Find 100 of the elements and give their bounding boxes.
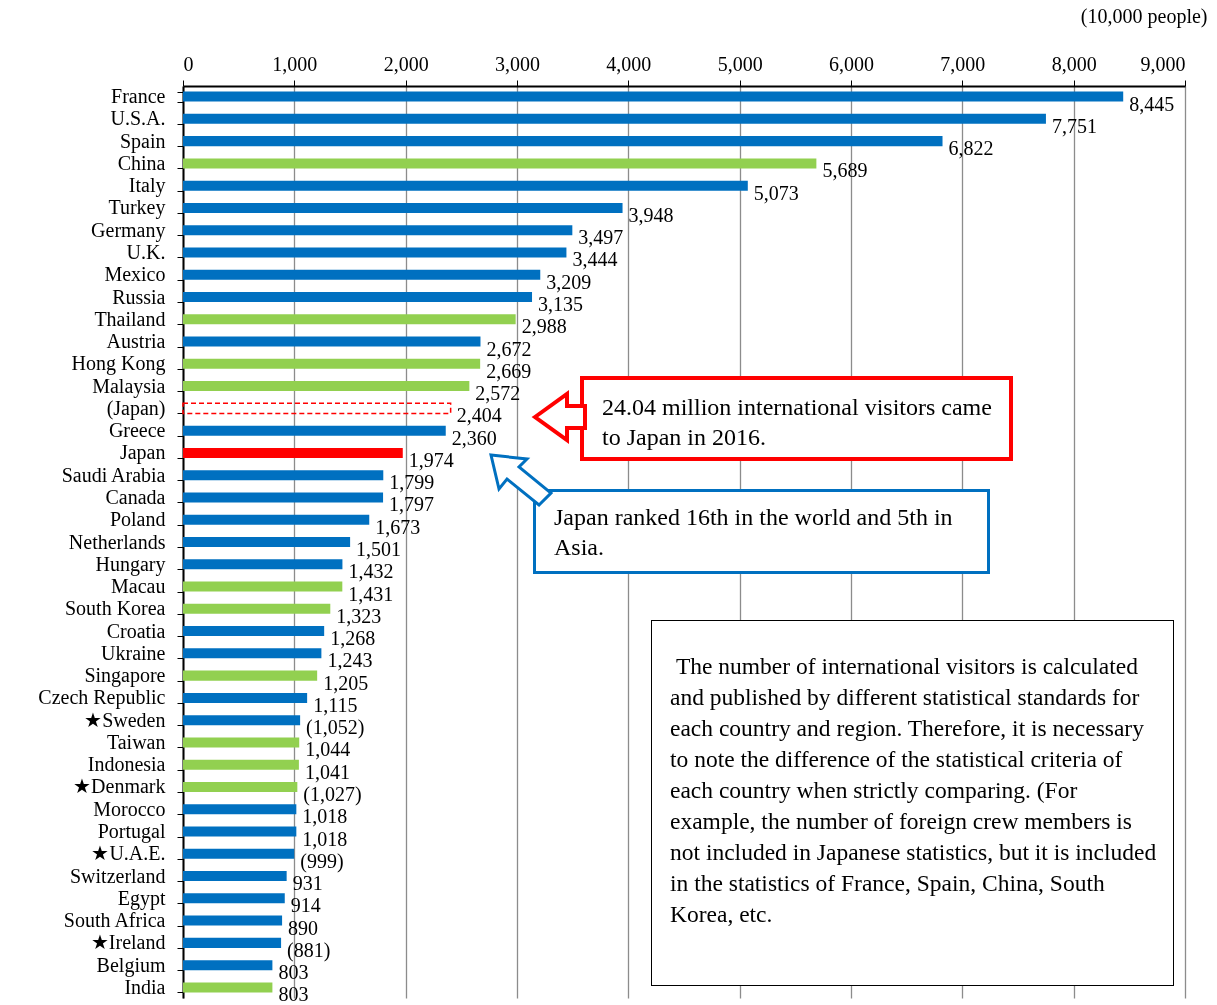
y-tick-label: Russia [112, 285, 166, 308]
bar [183, 893, 285, 904]
data-label: 803 [278, 983, 309, 1005]
y-tick-label: Morocco [93, 797, 166, 820]
data-label: 2,572 [475, 382, 521, 405]
data-label: 1,115 [313, 693, 358, 716]
data-label: 1,268 [330, 627, 376, 650]
bar [183, 91, 1124, 102]
y-tick-label: Netherlands [68, 530, 166, 553]
bar [183, 781, 298, 792]
data-label: 1,673 [375, 515, 421, 538]
bar [183, 804, 297, 815]
y-tick-label: Taiwan [106, 730, 166, 753]
data-label: 1,323 [336, 604, 382, 627]
y-tick-label: ★Ireland [90, 931, 166, 954]
y-tick-label: Singapore [84, 664, 166, 688]
data-label: 1,799 [389, 471, 435, 494]
bar [183, 247, 567, 258]
bar [183, 670, 318, 681]
bar [183, 536, 351, 548]
bar [183, 425, 446, 436]
bar [183, 492, 384, 503]
x-tick-label: 7,000 [940, 52, 986, 75]
bar [183, 514, 370, 525]
y-tick-label: Croatia [106, 619, 166, 642]
x-tick-label: 0 [183, 52, 194, 75]
bar [183, 960, 273, 971]
data-label: (999) [300, 849, 344, 873]
bar [183, 603, 331, 614]
y-tick-label: U.S.A. [110, 107, 166, 130]
y-tick-label: Czech Republic [38, 686, 166, 710]
y-tick-label: Poland [109, 508, 166, 531]
y-tick-label: France [111, 85, 166, 108]
bar [183, 626, 325, 637]
bar [183, 336, 481, 347]
data-label: 914 [290, 894, 321, 917]
callout-box: 24.04 million international visitors came to Japan in 2016. [580, 376, 1013, 461]
bar [183, 113, 1046, 124]
y-tick-label: Ukraine [101, 641, 166, 664]
data-label: (1,027) [303, 782, 362, 806]
x-tick-label: 6,000 [829, 52, 874, 75]
data-label: 8,445 [1129, 92, 1175, 115]
y-tick-label: ★Denmark [73, 775, 166, 798]
bar [183, 871, 287, 882]
bar [183, 848, 295, 859]
x-axis-title: (10,000 people) [1080, 4, 1208, 28]
data-label: 1,018 [302, 805, 348, 828]
data-label: 1,243 [327, 649, 373, 672]
data-label: 803 [278, 961, 309, 984]
note-box: The number of international visitors is calculated and published by different statistical standards for each country and region. Therefore, it is necessary to note the difference of the statistical criteria of each country when strictly comparing. (For example, the number of foreign crew members is not included in Japanese statistics, but it is included in the statistics of France, Spain, China, South Korea, etc. [651, 620, 1174, 986]
y-tick-label: Portugal [97, 820, 166, 844]
data-label: 931 [292, 872, 323, 895]
data-label: 1,018 [302, 827, 348, 850]
data-label: 7,751 [1051, 114, 1097, 137]
bar [183, 314, 516, 325]
bar [183, 358, 481, 369]
bar [183, 136, 943, 147]
data-label: 5,073 [753, 181, 799, 204]
data-label: 2,404 [456, 404, 502, 427]
bar [183, 937, 282, 948]
data-label: 1,431 [348, 582, 394, 605]
bar [183, 381, 470, 392]
bar [183, 559, 343, 570]
x-tick-label: 2,000 [383, 52, 429, 75]
data-label: 3,444 [572, 248, 618, 271]
y-tick-label: ★U.A.E. [91, 842, 166, 865]
data-label: 1,974 [408, 448, 454, 471]
y-tick-label: Mexico [104, 263, 166, 286]
x-tick-label: 4,000 [606, 52, 652, 75]
y-tick-label: Germany [91, 218, 166, 242]
y-tick-label: Turkey [108, 196, 166, 220]
bar [183, 692, 308, 703]
y-tick-label: Austria [106, 330, 166, 353]
x-tick-label: 9,000 [1140, 52, 1186, 75]
y-tick-label: Indonesia [87, 753, 166, 776]
y-tick-label: Thailand [94, 307, 166, 330]
x-tick-label: 1,000 [272, 52, 318, 75]
data-label: 1,797 [389, 493, 435, 516]
bar [183, 737, 300, 748]
y-tick-label: Saudi Arabia [61, 463, 166, 486]
y-tick-label: Switzerland [69, 864, 166, 887]
data-label: 2,672 [486, 337, 532, 360]
y-tick-label: South Korea [64, 597, 166, 620]
bar [183, 581, 343, 592]
x-tick-label: 5,000 [717, 52, 763, 75]
y-tick-label: ★Sweden [84, 708, 166, 731]
data-label: 2,669 [486, 359, 532, 382]
y-tick-label: Belgium [96, 953, 166, 977]
y-tick-label: Hungary [95, 552, 166, 576]
y-tick-label: Malaysia [92, 374, 166, 398]
bar [183, 202, 623, 213]
data-label: 1,041 [304, 760, 350, 783]
data-label: 1,044 [305, 738, 351, 761]
x-tick-label: 3,000 [495, 52, 540, 75]
data-label: 2,360 [451, 426, 497, 449]
bar [183, 158, 817, 169]
bar [183, 982, 273, 993]
y-tick-label: Italy [128, 174, 166, 198]
data-label: 1,205 [323, 671, 369, 694]
bar [183, 225, 573, 236]
